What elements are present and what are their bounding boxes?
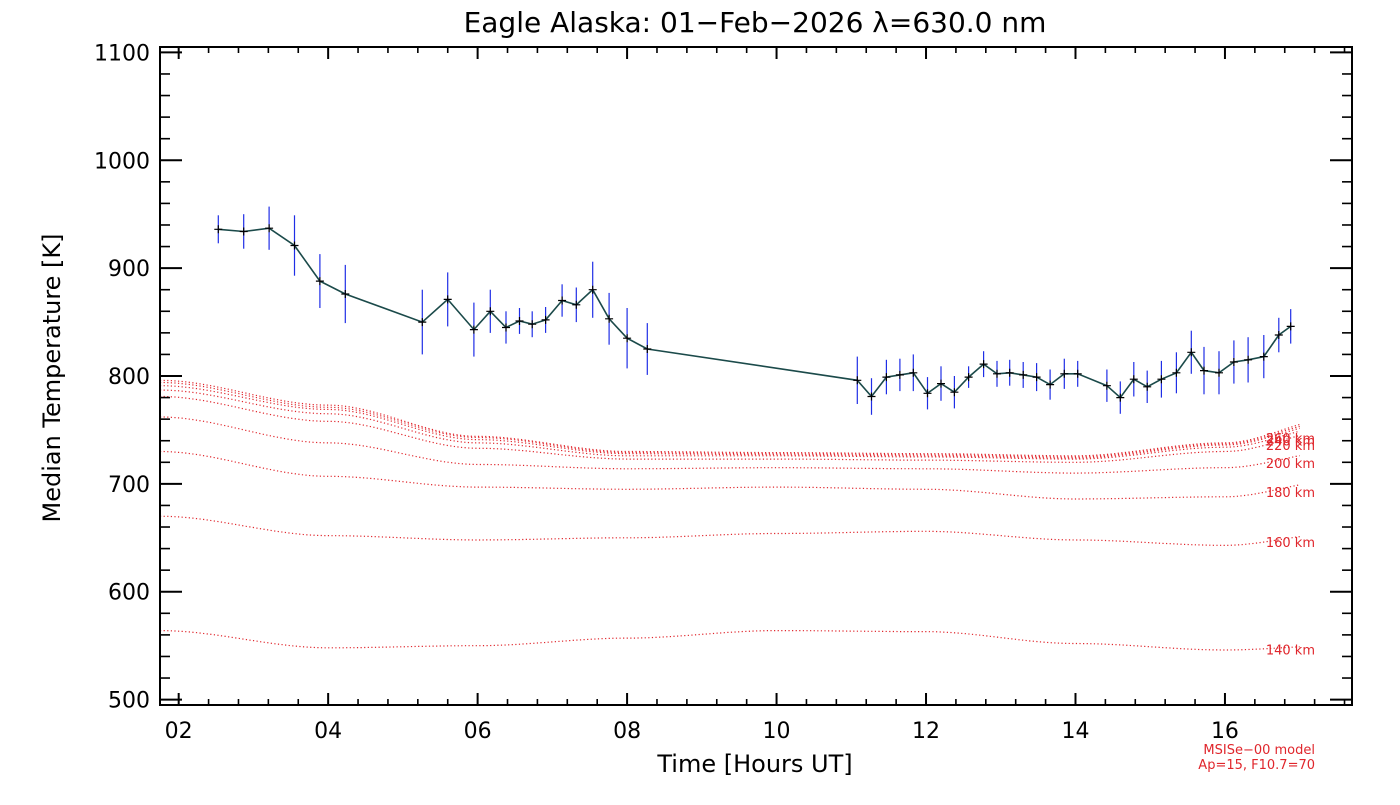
data-point	[1274, 331, 1283, 339]
data-point	[605, 314, 614, 323]
chart-title: Eagle Alaska: 01−Feb−2026 λ=630.0 nm	[464, 6, 1047, 39]
model-curve-300km	[159, 379, 1300, 457]
altitude-label-260km: 260 km	[1266, 432, 1315, 447]
data-point	[950, 388, 959, 397]
data-point	[1046, 380, 1055, 389]
data-point	[418, 318, 427, 327]
model-curve-160km	[159, 515, 1300, 547]
data-point	[469, 325, 478, 334]
x-tick-label: 16	[1211, 719, 1239, 744]
model-curve-280km	[160, 381, 1300, 458]
data-point	[643, 345, 652, 353]
data-point	[1200, 366, 1208, 375]
data-point	[1073, 369, 1082, 378]
altitude-label-220km: 220 km	[1266, 439, 1315, 454]
data-point	[867, 392, 876, 401]
data-point	[1172, 368, 1181, 377]
y-axis-label: Median Temperature [K]	[38, 233, 66, 522]
data-point	[1187, 348, 1196, 357]
y-tick-label: 700	[108, 473, 150, 498]
data-point	[623, 334, 632, 343]
data-point	[1259, 352, 1268, 361]
data-point	[315, 277, 324, 286]
data-point	[1215, 368, 1223, 377]
altitude-label-140km: 140 km	[1266, 644, 1315, 659]
model-curve-260km	[160, 385, 1300, 459]
x-tick-label: 08	[613, 719, 641, 744]
data-point	[443, 295, 452, 304]
data-point	[937, 379, 945, 388]
x-tick-label: 14	[1061, 719, 1089, 744]
x-tick-label: 04	[314, 719, 342, 744]
y-tick-label: 1100	[94, 41, 150, 66]
y-tick-label: 900	[108, 257, 150, 282]
y-tick-label: 600	[108, 581, 150, 606]
axes: 02 04 06 08 10 12 14 16 500 600 700 800 900 1000 1100	[94, 41, 1353, 744]
altitude-label-180km: 180 km	[1266, 486, 1315, 501]
model-curve-240km	[159, 389, 1300, 460]
data-point	[515, 317, 524, 325]
data-point	[1102, 381, 1111, 390]
data-point	[541, 315, 550, 324]
data-point	[341, 290, 350, 298]
data-point	[290, 241, 299, 250]
altitude-label-200km: 200 km	[1266, 457, 1315, 472]
model-curve-180km	[160, 450, 1300, 500]
altitude-label-160km: 160 km	[1266, 536, 1315, 551]
y-tick-label: 500	[108, 689, 150, 714]
data-point	[1005, 368, 1014, 377]
model-name-label: MSISe−00 model	[1203, 743, 1315, 758]
x-tick-label: 10	[763, 719, 791, 744]
data-point	[1019, 370, 1028, 379]
x-tick-label: 02	[165, 719, 193, 744]
data-point	[923, 389, 932, 398]
data-point	[853, 376, 862, 385]
model-parameters-label: Ap=15, F10.7=70	[1198, 758, 1315, 773]
x-tick-label: 12	[912, 719, 940, 744]
model-curve-200km	[160, 416, 1300, 474]
data-point	[558, 296, 567, 305]
x-tick-label: 06	[464, 719, 492, 744]
data-point	[1286, 322, 1295, 331]
data-point	[1116, 393, 1125, 402]
data-point	[993, 369, 1001, 378]
data-point	[214, 225, 223, 234]
data-point	[895, 370, 904, 379]
data-point	[1157, 375, 1166, 384]
data-point	[909, 368, 918, 377]
data-point	[1060, 369, 1069, 378]
y-tick-label: 1000	[94, 149, 150, 174]
data-point	[572, 300, 581, 309]
data-point	[1143, 382, 1152, 391]
data-point	[882, 373, 891, 382]
model-curve-140km	[160, 629, 1300, 651]
data-point	[528, 320, 537, 329]
x-axis-label: Time [Hours UT]	[656, 750, 852, 778]
data-point	[265, 224, 274, 233]
data-point	[964, 373, 973, 382]
data-point	[486, 307, 495, 316]
data-point	[1032, 373, 1041, 382]
measured-line	[218, 227, 1292, 399]
plot-frame	[159, 46, 1353, 706]
data-point	[979, 360, 988, 369]
data-point	[1244, 355, 1253, 364]
data-point	[502, 323, 510, 332]
y-tick-label: 800	[108, 365, 150, 390]
measured-series	[214, 206, 1295, 415]
altitude-label-240km: 240 km	[1266, 435, 1315, 450]
data-point	[1129, 375, 1138, 384]
data-point	[588, 285, 597, 294]
data-point	[239, 227, 248, 236]
data-point	[1229, 358, 1238, 366]
